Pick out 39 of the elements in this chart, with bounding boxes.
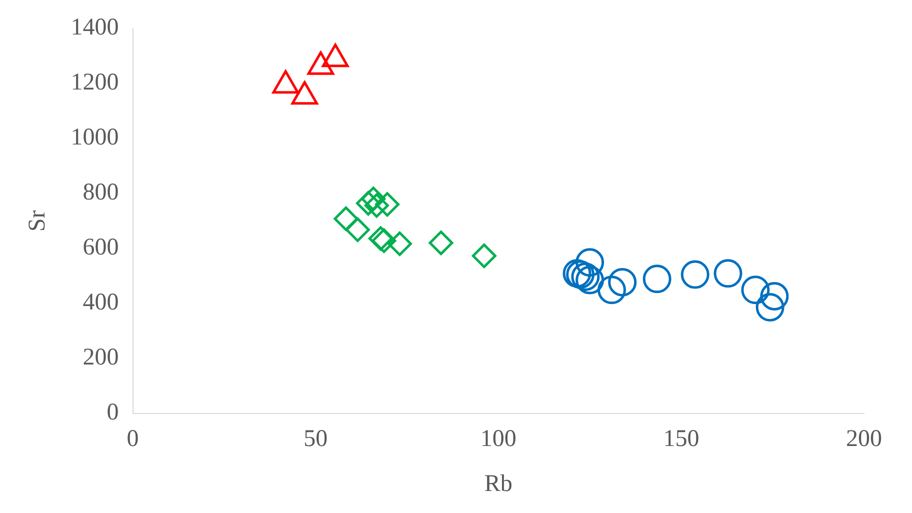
point (756, 293, 784, 322)
point (741, 276, 770, 304)
y-tick-label: 200 (82, 344, 119, 371)
point (361, 186, 386, 212)
point (375, 192, 400, 217)
point (576, 248, 604, 277)
point (356, 191, 380, 216)
point (760, 282, 789, 310)
x-tick-label: 200 (846, 426, 882, 452)
y-tick-label: 400 (82, 290, 119, 316)
point (364, 193, 389, 218)
point (428, 230, 454, 256)
point (608, 268, 637, 296)
point (387, 231, 412, 256)
y-tick-label: 600 (82, 234, 119, 261)
point (597, 276, 626, 304)
point (345, 217, 370, 242)
point (714, 259, 742, 288)
point (642, 264, 672, 294)
point (291, 81, 318, 105)
x-tick-label: 50 (304, 426, 328, 452)
y-tick-label: 1000 (70, 124, 119, 151)
y-tick-label: 800 (82, 180, 119, 206)
point (334, 206, 358, 231)
point (472, 244, 496, 268)
point (571, 262, 600, 291)
x-tick-label: 100 (480, 426, 516, 452)
x-tick-label: 0 (126, 426, 139, 452)
y-tick-label: 0 (106, 400, 119, 426)
x-tick-label: 150 (663, 426, 700, 452)
point (307, 51, 334, 75)
y-axis-title: Sr (24, 210, 51, 232)
y-tick-label: 1200 (70, 70, 119, 96)
point (680, 260, 710, 289)
x-axis-title: Rb (484, 470, 512, 497)
point (272, 70, 299, 94)
point (576, 266, 604, 294)
y-tick-label: 1400 (70, 14, 119, 41)
point (322, 44, 349, 68)
